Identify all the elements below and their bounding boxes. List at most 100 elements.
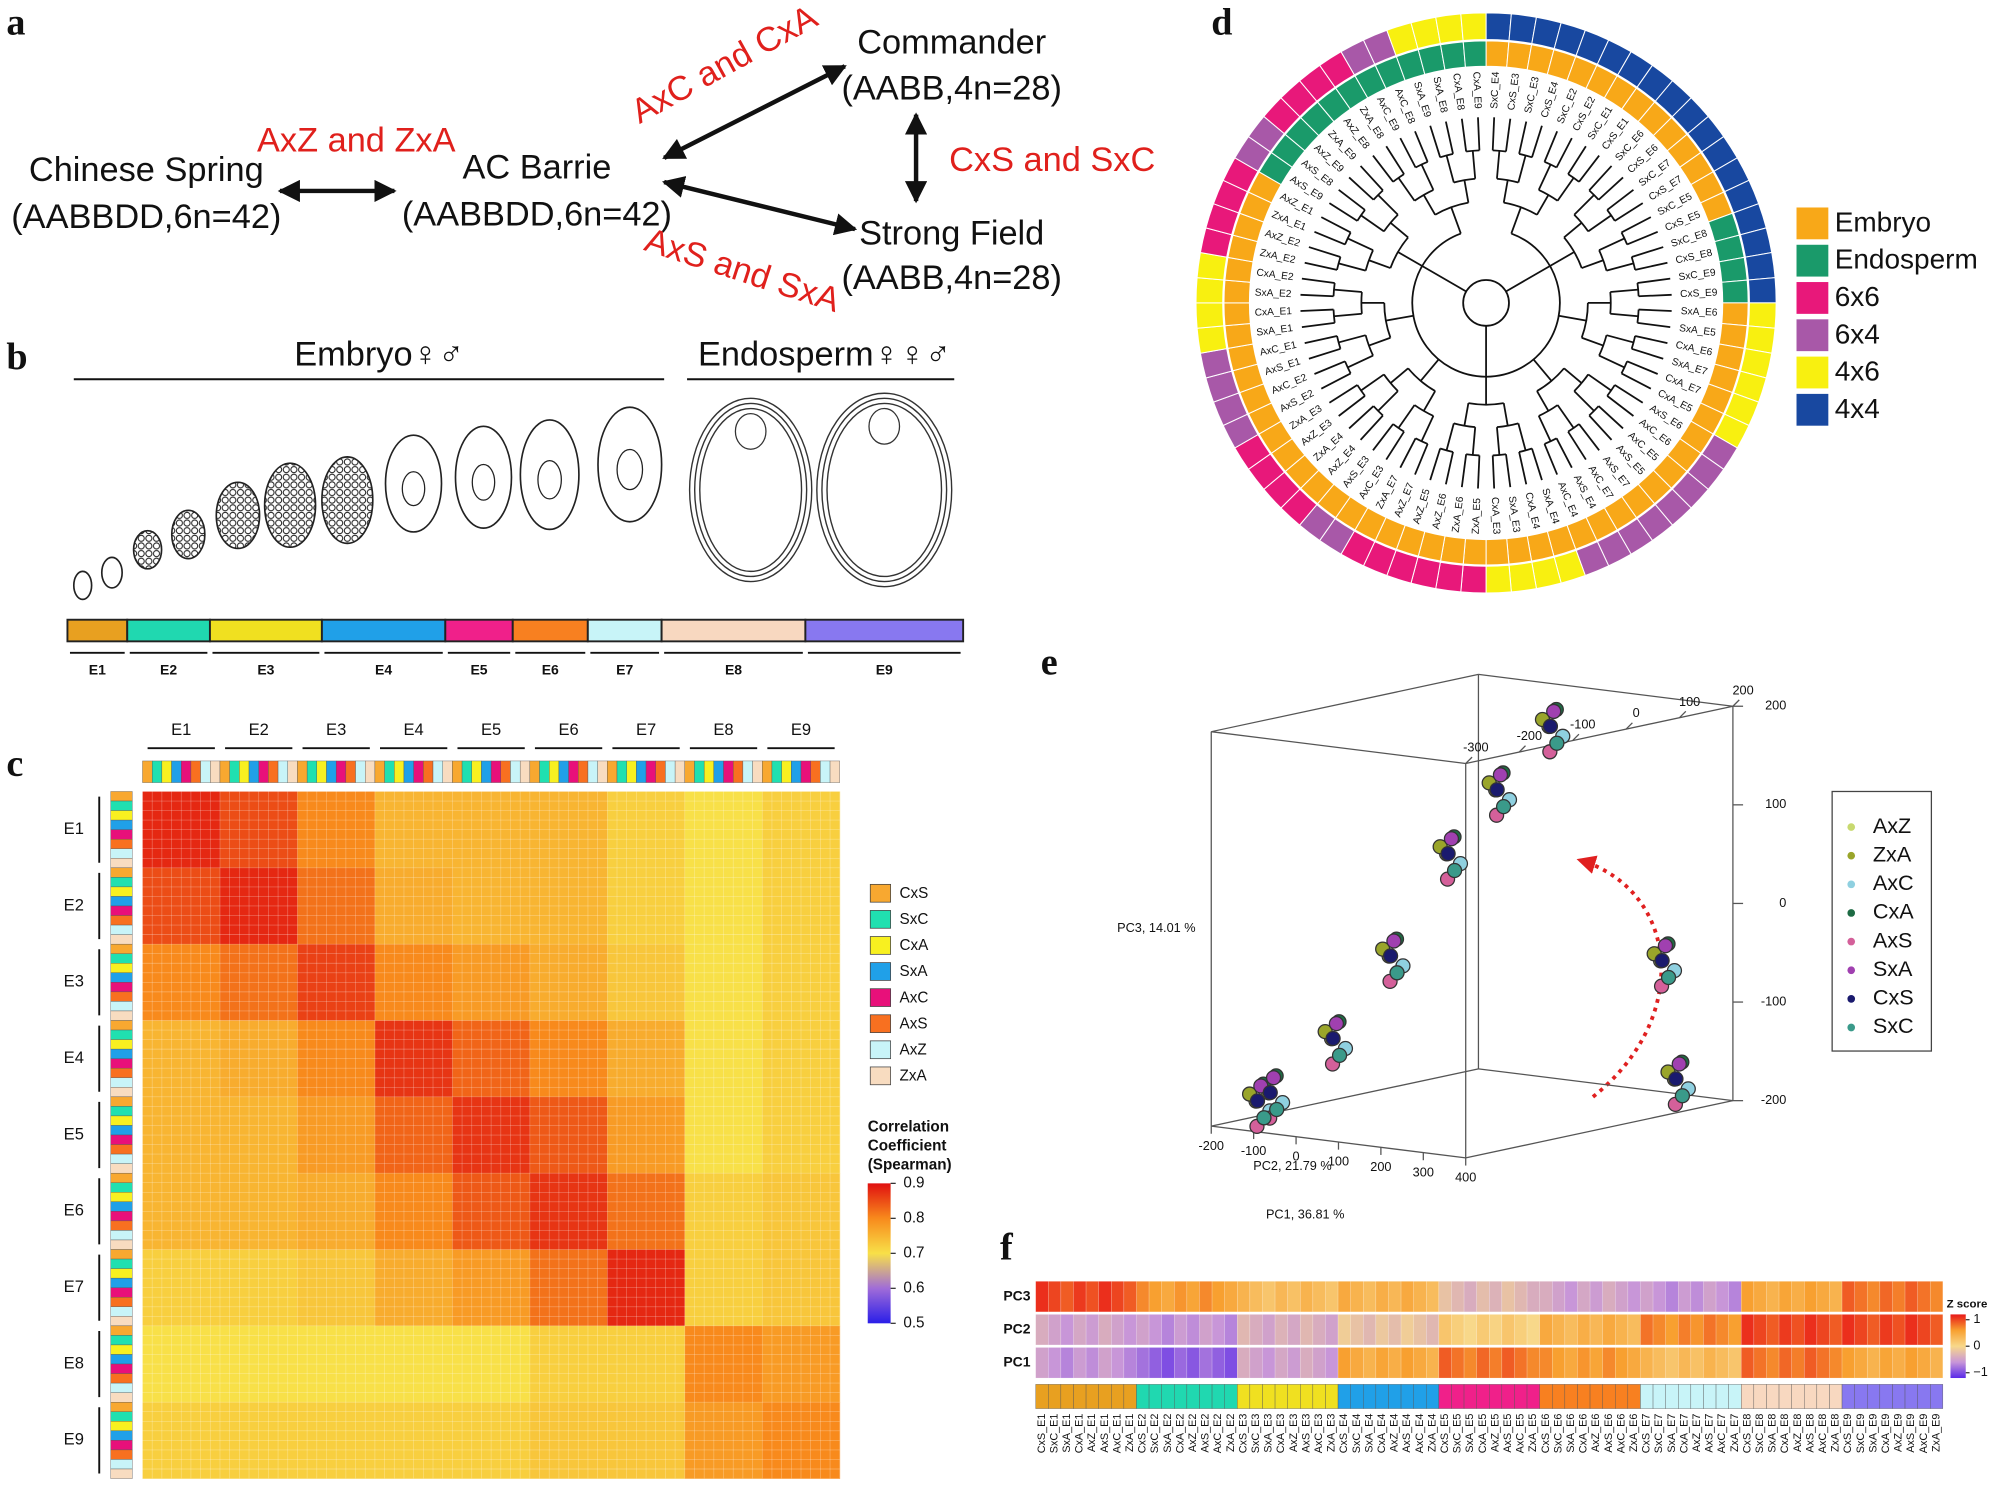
stage-strip: [1148, 1384, 1162, 1409]
column-label: CxS_E9: [1842, 1414, 1854, 1454]
legend-label: SxC: [1873, 1013, 1914, 1038]
heatmap-cell: [374, 1325, 453, 1403]
leaf-label: CxA_E3: [1489, 497, 1502, 535]
heatmap-cell: [297, 791, 376, 869]
branch: [1573, 214, 1589, 232]
point: [1542, 718, 1559, 734]
stage-strip: [1867, 1384, 1881, 1409]
branch: [1372, 154, 1394, 183]
legend-label: CxS: [900, 885, 929, 902]
ploidy-ring: [1485, 564, 1512, 594]
cross-label: AxC and CxA: [625, 0, 824, 131]
heatmap-cell: [1703, 1281, 1717, 1313]
tissue-ring: [1439, 41, 1466, 71]
heatmap-cell: [297, 1020, 376, 1098]
sample-strip: [110, 829, 133, 840]
embryo-drawing: [72, 570, 93, 601]
branch: [1502, 179, 1509, 203]
sample-strip: [110, 943, 133, 954]
y-tick-label: -100: [1570, 717, 1595, 732]
branch: [1348, 405, 1375, 430]
heatmap-cell: [1237, 1347, 1251, 1379]
sample-strip: [110, 1048, 133, 1059]
branch: [1620, 232, 1628, 245]
sample-strip: [110, 991, 133, 1002]
heatmap-cell: [1929, 1314, 1944, 1346]
sample-strip: [200, 760, 211, 783]
branch: [1637, 277, 1671, 284]
branch: [1537, 415, 1552, 442]
column-label: ZxA_E7: [1729, 1414, 1741, 1452]
branch: [1462, 279, 1510, 327]
box-edge: [1211, 1068, 1479, 1127]
sample-strip: [110, 1297, 133, 1307]
branch: [1606, 262, 1634, 272]
heatmap-cell: [1400, 1314, 1414, 1346]
branch: [1638, 308, 1672, 312]
sample-strip: [791, 760, 802, 783]
heatmap-cell: [219, 1249, 298, 1327]
point: [1269, 1101, 1285, 1118]
branch: [1606, 384, 1616, 397]
heatmap-cell: [1237, 1281, 1251, 1313]
heatmap-cell: [1589, 1314, 1603, 1346]
branch: [1338, 189, 1366, 211]
branch: [1397, 251, 1423, 267]
heatmap-cell: [1652, 1347, 1666, 1379]
heatmap-cell: [1060, 1281, 1074, 1313]
leaf-label: ZxA_E5: [1471, 498, 1484, 535]
branch: [1573, 194, 1595, 216]
heatmap-cell: [1211, 1347, 1225, 1379]
node-genome: (AABBDD,6n=42): [11, 198, 281, 236]
sample-strip: [810, 760, 821, 783]
sample-strip: [500, 760, 511, 783]
column-label: AxZ_E9: [1893, 1414, 1905, 1452]
sample-strip: [110, 858, 133, 869]
column-label: CxS_E6: [1540, 1414, 1552, 1454]
heatmap-cell: [1148, 1347, 1162, 1379]
heatmap-cell: [1098, 1314, 1112, 1346]
heatmap-cell: [1614, 1347, 1629, 1379]
branch: [1308, 246, 1341, 258]
sample-strip: [316, 760, 327, 783]
sample-strip: [110, 886, 133, 897]
branch: [1301, 321, 1335, 329]
branch: [1538, 189, 1559, 202]
heatmap-cell: [142, 1325, 221, 1403]
heatmap-cell: [1463, 1347, 1477, 1379]
ploidy-ring: [1744, 251, 1776, 281]
sample-strip: [110, 1277, 133, 1288]
sample-strip: [287, 760, 298, 783]
sample-strip: [110, 1115, 133, 1126]
stage-strip: [1136, 1384, 1150, 1409]
z-tick-label: 100: [1765, 796, 1786, 811]
branch: [1598, 354, 1625, 369]
stage-bar: [320, 618, 447, 643]
sample-strip: [355, 760, 366, 783]
branch: [1332, 309, 1336, 323]
heatmap-cell: [1866, 1347, 1881, 1379]
stage-bar: [126, 618, 211, 643]
heatmap-cell: [607, 791, 686, 869]
colorbar-tick-label: 0: [1973, 1338, 1980, 1353]
y-tick-label: -300: [1463, 740, 1488, 755]
sample-strip: [703, 760, 715, 783]
y-tick: [1572, 733, 1580, 742]
legend-swatch: [869, 910, 892, 929]
sample-strip: [110, 1029, 133, 1040]
branch: [1320, 372, 1352, 390]
sample-strip: [110, 1172, 133, 1183]
stage-strip: [1879, 1384, 1893, 1409]
sample-strip: [258, 760, 269, 783]
sample-strip: [110, 1363, 133, 1374]
branch: [1496, 427, 1501, 456]
heatmap-cell: [1048, 1347, 1062, 1379]
embryo-inside: [868, 407, 901, 445]
sample-strip: [110, 1449, 133, 1460]
sample-strip: [110, 1077, 133, 1088]
heatmap-cell: [1438, 1281, 1452, 1313]
heatmap-cell: [1048, 1314, 1062, 1346]
column-label: CxA_E3: [1275, 1414, 1287, 1454]
sample-strip: [110, 1325, 133, 1336]
branch: [1460, 118, 1468, 152]
